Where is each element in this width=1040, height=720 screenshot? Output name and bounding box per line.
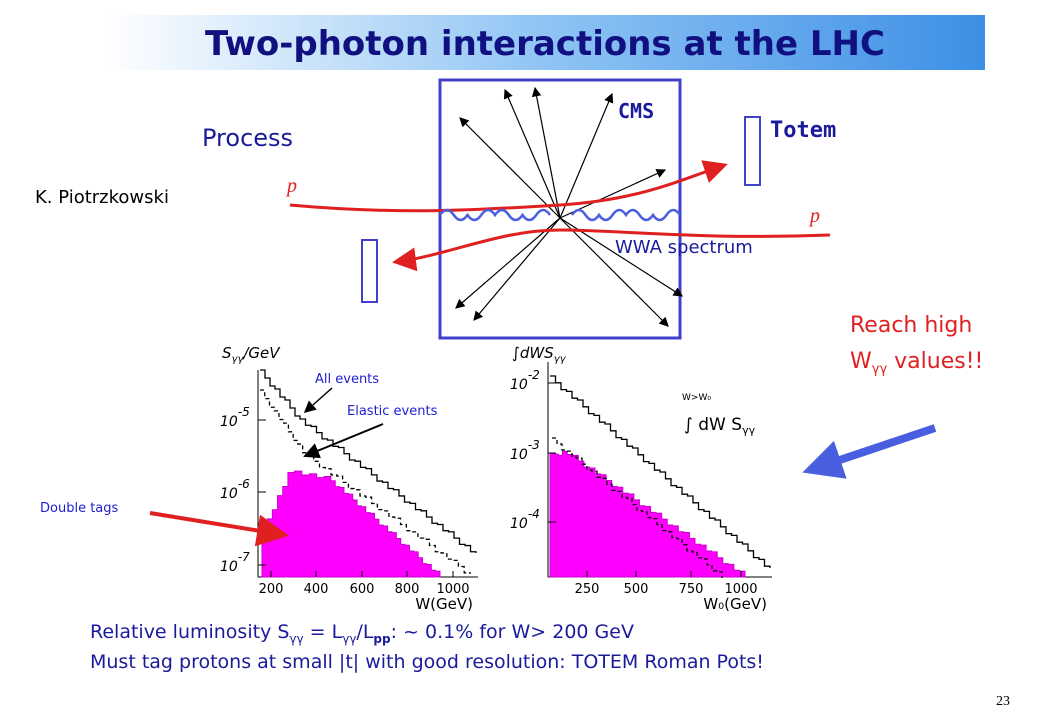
annotation: All events — [315, 372, 379, 387]
arrow — [303, 423, 384, 459]
label: Totem — [770, 118, 836, 143]
text: W — [850, 349, 872, 374]
text: ∫ dW S — [684, 415, 742, 435]
callout: Wγγ values!! — [850, 349, 983, 377]
x-tick-label: 250 — [575, 582, 600, 597]
x-tick-label: 200 — [259, 582, 284, 597]
y-tick-label: 10-7 — [220, 550, 250, 575]
text: values!! — [887, 349, 983, 374]
x-tick-label: 800 — [395, 582, 420, 597]
text: -6 — [238, 477, 250, 491]
track — [531, 86, 561, 219]
text: = L — [304, 621, 343, 643]
arrow — [802, 424, 937, 479]
track — [455, 217, 561, 309]
roman-pot — [744, 116, 761, 186]
text: γγ — [289, 632, 303, 646]
text: /L — [356, 621, 373, 643]
proton-track — [289, 160, 728, 213]
roman-pot — [361, 239, 378, 303]
inset: W>W₀ — [682, 393, 711, 403]
text: γγ — [342, 632, 356, 646]
y-tick-label: 10-6 — [220, 477, 250, 502]
text: γγ — [554, 354, 567, 365]
histogram — [260, 369, 477, 553]
y-tick-label: 10-5 — [220, 405, 250, 430]
x-axis-label: W₀(GeV) — [703, 595, 767, 613]
footer: Must tag protons at small |t| with good … — [90, 651, 764, 673]
page-number: 23 — [996, 694, 1010, 709]
title-bar — [105, 15, 985, 70]
track — [559, 92, 614, 219]
label: p — [285, 175, 297, 197]
label: CMS — [618, 99, 654, 123]
annotation: Double tags — [40, 501, 119, 516]
cms-box — [438, 78, 682, 340]
text: γγ — [742, 424, 756, 437]
author: K. Piotrzkowski — [35, 187, 169, 208]
text: 10 — [510, 447, 528, 463]
histogram — [550, 375, 771, 568]
histogram — [261, 470, 441, 578]
y-tick-label: 10-2 — [510, 368, 540, 393]
annotation: Elastic events — [347, 404, 438, 419]
footer: Relative luminosity Sγγ = Lγγ/Lpp: ~ 0.1… — [90, 621, 634, 646]
text: : ~ 0.1% for W> 200 GeV — [391, 621, 634, 643]
x-tick-label: 500 — [624, 582, 649, 597]
text: -7 — [238, 550, 250, 564]
text: -3 — [528, 438, 540, 452]
callout: Reach high — [850, 313, 972, 338]
track — [473, 217, 561, 321]
text: -4 — [528, 507, 540, 521]
text: S — [222, 344, 232, 362]
y-axis-label: ∫dWSγγ — [512, 344, 567, 365]
y-tick-label: 10-3 — [510, 438, 540, 463]
text: γγ — [872, 362, 888, 377]
x-axis-label: W(GeV) — [415, 595, 473, 613]
title: Two-photon interactions at the LHC — [205, 24, 885, 64]
text: pp — [373, 632, 391, 646]
text: /GeV — [241, 344, 281, 362]
track — [559, 217, 669, 327]
text: 10 — [510, 516, 528, 532]
text: -2 — [528, 368, 540, 382]
text: 10 — [220, 559, 238, 575]
arrow — [149, 511, 289, 547]
proton-track — [392, 228, 831, 272]
text: Relative luminosity S — [90, 621, 289, 643]
x-tick-label: 1000 — [724, 582, 757, 597]
track — [503, 88, 561, 219]
label: Process — [202, 124, 293, 152]
x-tick-label: 750 — [679, 582, 704, 597]
tracks — [455, 86, 684, 327]
x-tick-label: 1000 — [436, 582, 469, 597]
histogram — [552, 437, 723, 578]
label: WWA spectrum — [615, 237, 753, 258]
text: γγ — [232, 354, 245, 365]
photon — [438, 208, 552, 222]
histogram — [260, 389, 471, 574]
text: ∫dWS — [512, 344, 554, 362]
photon — [570, 208, 682, 222]
y-axis-label: Sγγ/GeV — [222, 344, 281, 365]
text: 10 — [510, 377, 528, 393]
x-tick-label: 600 — [350, 582, 375, 597]
text: -5 — [238, 405, 250, 419]
arrow — [303, 387, 333, 413]
text: 10 — [220, 486, 238, 502]
label: p — [808, 205, 820, 227]
inset: ∫ dW Sγγ — [684, 415, 756, 437]
y-tick-label: 10-4 — [510, 507, 540, 532]
x-tick-label: 400 — [304, 582, 329, 597]
text: 10 — [220, 414, 238, 430]
track — [459, 117, 561, 219]
